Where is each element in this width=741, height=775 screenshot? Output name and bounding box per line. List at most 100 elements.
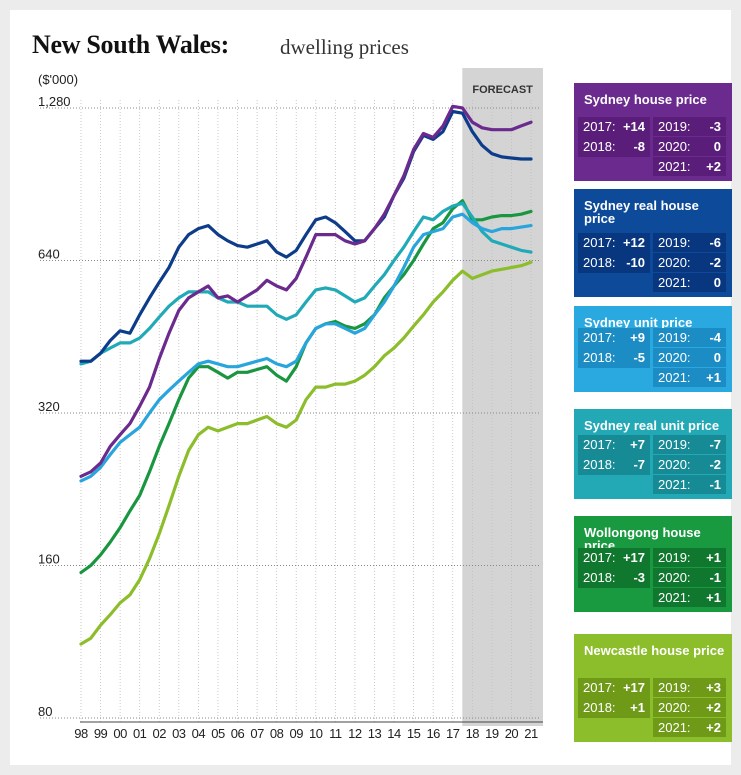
forecast-cell: 2018: -8	[578, 137, 650, 156]
forecast-year: 2021:	[658, 275, 691, 290]
forecast-value: -7	[633, 457, 645, 472]
forecast-cell: 2019: -3	[653, 117, 726, 136]
forecast-year: 2020:	[658, 700, 691, 715]
forecast-value: -2	[709, 457, 721, 472]
forecast-value: 0	[713, 139, 721, 154]
forecast-value: -10	[626, 255, 645, 270]
forecast-cell: 2019: -7	[653, 435, 726, 454]
forecast-cell-bg	[578, 328, 650, 368]
forecast-year: 2018:	[583, 457, 616, 472]
forecast-cell: 2019: -6	[653, 233, 726, 252]
forecast-cell: 2017: +9	[578, 328, 650, 347]
forecast-year: 2019:	[658, 680, 691, 695]
forecast-year: 2019:	[658, 550, 691, 565]
forecast-value: 0	[713, 275, 721, 290]
forecast-cell: 2018: +1	[578, 698, 650, 717]
forecast-year: 2021:	[658, 720, 691, 735]
x-tick-label: 11	[329, 726, 342, 741]
legend-panel: Sydney house price 2017: +14 2018: -8 2019: -3…	[574, 83, 732, 181]
x-tick-label: 14	[387, 726, 401, 741]
forecast-cell: 2017: +12	[578, 233, 650, 252]
forecast-value: -7	[709, 437, 721, 452]
forecast-cell: 2021: +2	[653, 718, 726, 737]
chart-subtitle: dwelling prices	[280, 35, 409, 59]
forecast-year: 2017:	[583, 437, 616, 452]
forecast-year: 2017:	[583, 680, 616, 695]
forecast-year: 2021:	[658, 370, 691, 385]
forecast-year: 2018:	[583, 570, 616, 585]
forecast-cell: 2019: +1	[653, 548, 726, 567]
forecast-cell: 2021: 0	[653, 273, 726, 292]
forecast-cell: 2020: -2	[653, 455, 726, 474]
x-tick-label: 00	[113, 726, 127, 741]
forecast-cell: 2021: -1	[653, 475, 726, 494]
forecast-cell-bg	[578, 117, 650, 157]
forecast-year: 2020:	[658, 570, 691, 585]
x-tick-label: 17	[446, 726, 460, 741]
x-tick-label: 98	[74, 726, 88, 741]
x-tick-label: 05	[211, 726, 225, 741]
x-tick-label: 99	[94, 726, 108, 741]
forecast-cell: 2017: +7	[578, 435, 650, 454]
x-tick-label: 01	[133, 726, 147, 741]
x-tick-label: 13	[368, 726, 382, 741]
legend-panel-title: Sydney house price	[584, 92, 707, 107]
series-line-sydney-house-price	[79, 104, 533, 478]
forecast-year: 2018:	[583, 350, 616, 365]
legend-panel: Wollongong house price 2017: +17 2018: -3 201…	[574, 516, 732, 612]
x-tick-label: 10	[309, 726, 323, 741]
forecast-cell-bg	[578, 233, 650, 273]
forecast-year: 2017:	[583, 550, 616, 565]
x-tick-label: 15	[407, 726, 421, 741]
series-line-sydney-real-unit-price	[79, 201, 533, 366]
x-tick-label: 06	[231, 726, 245, 741]
forecast-year: 2018:	[583, 255, 616, 270]
x-tick-label: 04	[192, 726, 206, 741]
x-tick-label: 02	[153, 726, 167, 741]
forecast-year: 2019:	[658, 437, 691, 452]
forecast-year: 2020:	[658, 255, 691, 270]
legend-panel: Newcastle house price 2017: +17 2018: +1 2019…	[574, 634, 732, 742]
forecast-year: 2020:	[658, 350, 691, 365]
forecast-cell: 2019: +3	[653, 678, 726, 697]
chart-title: New South Wales:	[32, 30, 229, 59]
forecast-cell: 2021: +1	[653, 588, 726, 607]
forecast-year: 2019:	[658, 119, 691, 134]
forecast-value: -6	[709, 235, 721, 250]
x-tick-label: 19	[485, 726, 499, 741]
forecast-year: 2020:	[658, 457, 691, 472]
forecast-value: +1	[630, 700, 645, 715]
forecast-cell-bg	[578, 678, 650, 718]
legend-panel: Sydney real unit price 2017: +7 2018: -7 2019…	[574, 409, 732, 499]
legend-panel: Sydney real house price 2017: +12 2018: -10 2…	[574, 189, 732, 297]
forecast-year: 2017:	[583, 119, 616, 134]
forecast-value: -3	[709, 119, 721, 134]
forecast-year: 2019:	[658, 330, 691, 345]
forecast-cell-bg	[578, 548, 650, 588]
forecast-cell: 2020: 0	[653, 137, 726, 156]
x-tick-label: 16	[426, 726, 440, 741]
forecast-value: -3	[633, 570, 645, 585]
forecast-cell: 2021: +2	[653, 157, 726, 176]
forecast-band	[462, 68, 543, 726]
forecast-value: +1	[706, 590, 721, 605]
x-tick-label: 12	[348, 726, 362, 741]
forecast-value: +17	[622, 680, 645, 695]
forecast-cell: 2018: -3	[578, 568, 650, 587]
forecast-value: +2	[706, 720, 721, 735]
forecast-value: 0	[713, 350, 721, 365]
forecast-value: -8	[633, 139, 645, 154]
forecast-value: +2	[706, 700, 721, 715]
forecast-value: +17	[622, 550, 645, 565]
forecast-value: +14	[622, 119, 645, 134]
forecast-cell: 2019: -4	[653, 328, 726, 347]
legend-panel-title: Sydney real unit price	[584, 418, 720, 433]
forecast-year: 2017:	[583, 330, 616, 345]
forecast-year: 2019:	[658, 235, 691, 250]
series-line-sydney-real-house-price	[79, 109, 533, 363]
forecast-value: -1	[709, 570, 721, 585]
forecast-cell: 2017: +17	[578, 548, 650, 567]
y-tick-label: 1,280	[38, 94, 71, 109]
forecast-cell: 2017: +14	[578, 117, 650, 136]
